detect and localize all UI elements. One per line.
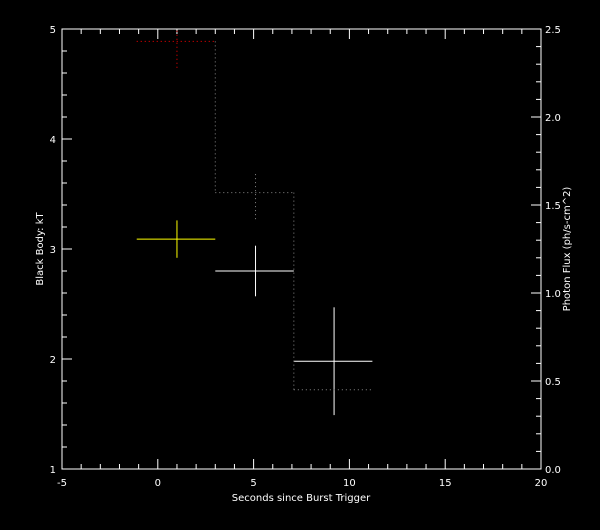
y-tick-label-left: 4 (50, 135, 56, 146)
y-axis-label-right: Photon Flux (ph/s-cm^2) (562, 187, 573, 312)
axes: -5 0 5 10 15 20 1 2 3 4 5 0.0 0.5 1.0 1.5 2.0 2.5 (50, 25, 561, 489)
y-tick-label-right: 0.5 (545, 377, 561, 388)
data-marks (136, 29, 373, 416)
y-tick-label-left: 3 (50, 245, 56, 256)
y-tick-label-left: 5 (50, 25, 56, 36)
y-axis-label-left: Black Body: kT (35, 212, 46, 286)
flux-step (136, 29, 216, 193)
y-tick-label-right: 1.5 (545, 201, 561, 212)
x-tick-label: -5 (57, 478, 67, 489)
y-tick-label-right: 0.0 (545, 465, 561, 476)
y-tick-label-left: 1 (50, 465, 56, 476)
flux-step (215, 171, 295, 390)
y-tick-label-right: 2.0 (545, 113, 561, 124)
plot-frame (61, 28, 542, 470)
x-tick-label: 20 (535, 478, 548, 489)
x-tick-label: 0 (155, 478, 161, 489)
y-tick-label-right: 1.0 (545, 289, 561, 300)
data-point-cross (293, 307, 373, 416)
y-tick-label-left: 2 (50, 355, 56, 366)
x-axis-label: Seconds since Burst Trigger (232, 493, 371, 504)
x-tick-label: 15 (439, 478, 452, 489)
data-point-cross (136, 220, 216, 258)
y-tick-label-right: 2.5 (545, 25, 561, 36)
x-tick-label: 10 (343, 478, 356, 489)
data-point-cross (215, 245, 294, 297)
x-tick-label: 5 (250, 478, 256, 489)
